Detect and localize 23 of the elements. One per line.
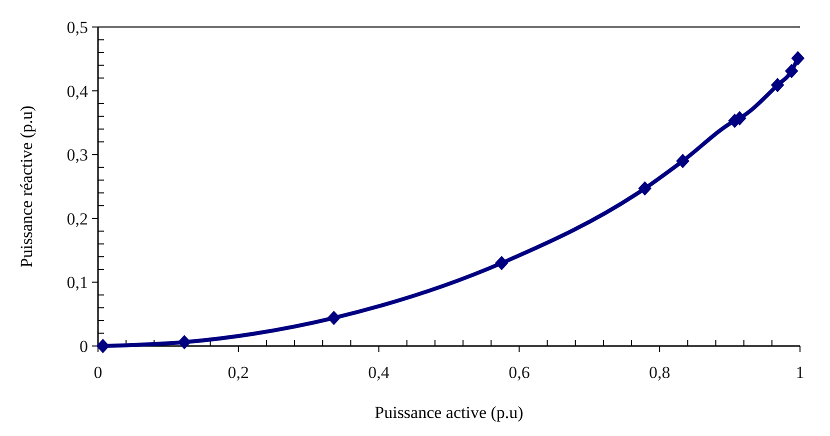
point [494, 256, 508, 270]
x-tick-label: 0 [94, 363, 102, 382]
y-tick-label: 0,5 [66, 18, 88, 37]
y-axis-title: Puissance réactive (p.u) [17, 106, 36, 268]
point [676, 154, 690, 168]
x-tick-label: 0,4 [368, 363, 390, 382]
x-axis-title: Puissance active (p.u) [374, 403, 524, 422]
x-tick-label: 1 [796, 363, 804, 382]
point [770, 78, 784, 92]
y-tick-label: 0,1 [66, 273, 88, 292]
y-tick-label: 0,2 [66, 209, 88, 228]
x-tick-label: 0,8 [648, 363, 670, 382]
point [791, 51, 805, 66]
y-tick-label: 0,3 [66, 146, 88, 165]
point [784, 64, 798, 78]
x-tick-label: 0,6 [508, 363, 530, 382]
point [96, 338, 110, 354]
x-tick-label: 0,2 [228, 363, 250, 382]
point [178, 334, 192, 350]
point [638, 181, 652, 196]
y-tick-label: 0,4 [66, 82, 88, 101]
point [327, 310, 341, 326]
y-tick-label: 0 [80, 336, 88, 356]
